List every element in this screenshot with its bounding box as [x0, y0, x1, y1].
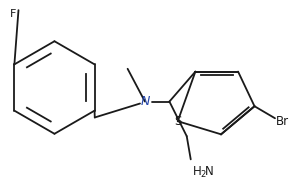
- Text: Br: Br: [276, 115, 289, 128]
- Text: N: N: [140, 95, 150, 108]
- Text: N: N: [205, 165, 213, 178]
- Text: 2: 2: [201, 169, 206, 179]
- Text: S: S: [174, 115, 181, 128]
- Text: F: F: [10, 9, 17, 19]
- Text: H: H: [193, 165, 202, 178]
